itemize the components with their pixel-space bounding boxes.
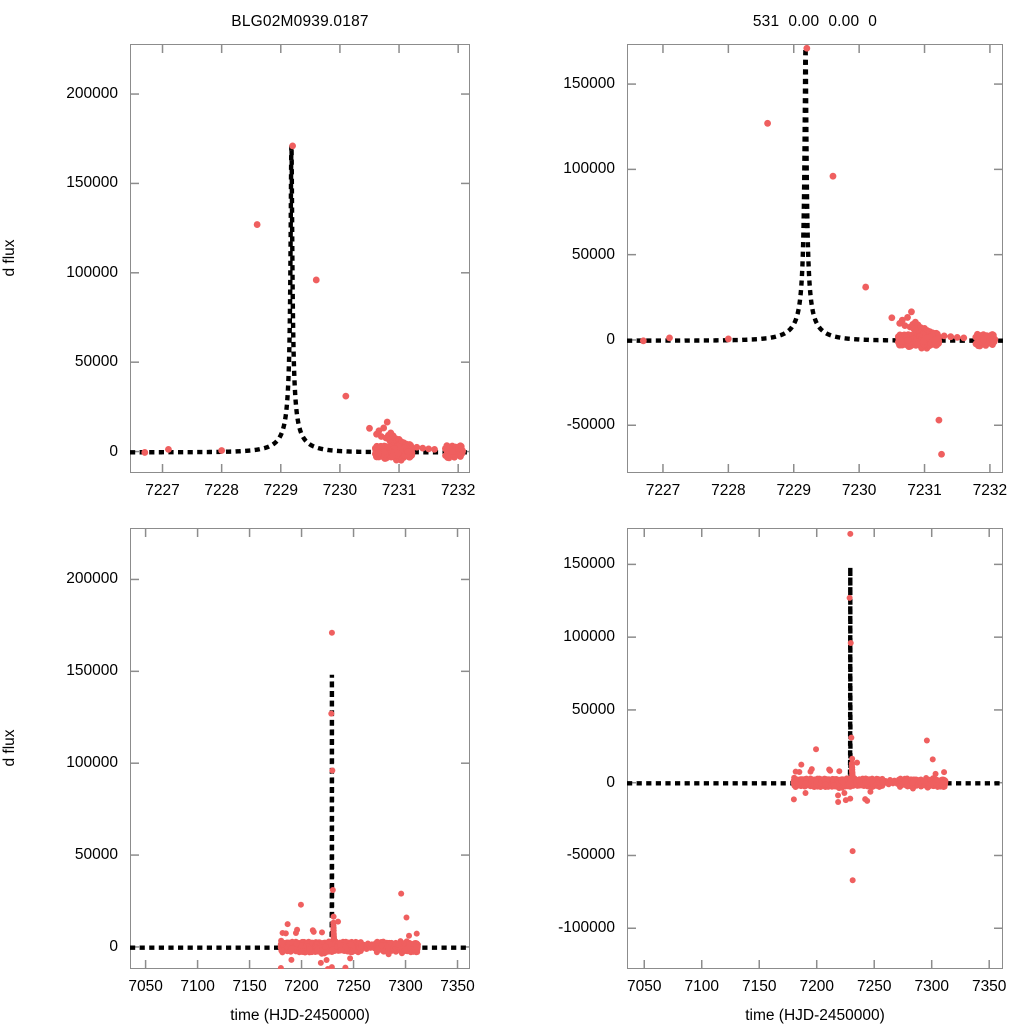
plot-panel-bottom-right	[627, 528, 1003, 969]
y-axis-title: d flux	[1, 728, 18, 767]
x-tick-label: 7230	[322, 482, 358, 499]
x-tick-label: 7229	[263, 482, 299, 499]
data-points	[790, 530, 949, 884]
x-axis-title: time (HJD-2450000)	[745, 1007, 885, 1024]
x-tick-label: 7227	[645, 482, 681, 499]
y-tick-label: 100000	[563, 628, 615, 646]
y-tick-label: 50000	[571, 245, 615, 263]
data-points	[141, 142, 467, 464]
y-tick-label: 50000	[74, 353, 118, 371]
x-tick-label: 7228	[711, 482, 746, 499]
y-tick-label: 200000	[66, 570, 118, 588]
x-tick-label: 7232	[440, 482, 476, 499]
x-tick-label: 7050	[128, 978, 163, 995]
y-tick-label: 200000	[66, 85, 118, 103]
plot-frame	[130, 44, 470, 473]
x-tick-label: 7050	[626, 978, 662, 995]
plot-area	[627, 528, 1003, 969]
tick-marks	[627, 44, 1003, 473]
x-tick-label: 7231	[907, 482, 942, 499]
x-tick-label: 7229	[776, 482, 811, 499]
plot-panel-top-left	[130, 44, 470, 473]
x-tick-label: 7227	[145, 482, 180, 499]
y-tick-label: 150000	[66, 174, 118, 192]
x-tick-label: 7350	[971, 978, 1007, 995]
x-tick-label: 7100	[684, 978, 719, 995]
y-axis-title: d flux	[1, 238, 18, 277]
y-tick-label: 0	[606, 330, 615, 348]
y-tick-label: 50000	[571, 700, 615, 718]
x-tick-label: 7250	[856, 978, 892, 995]
x-axis-title: time (HJD-2450000)	[230, 1007, 370, 1024]
x-tick-label: 7150	[232, 978, 267, 995]
x-tick-label: 7230	[841, 482, 877, 499]
x-tick-label: 7150	[741, 978, 777, 995]
plot-area	[130, 44, 470, 473]
y-tick-label: 100000	[66, 754, 118, 772]
x-tick-label: 7350	[440, 978, 475, 995]
y-tick-label: -100000	[558, 919, 615, 937]
y-tick-label: -50000	[566, 846, 615, 864]
data-points	[639, 44, 999, 458]
tick-marks	[627, 528, 1003, 969]
x-tick-label: 7200	[799, 978, 834, 995]
y-tick-label: 150000	[66, 662, 118, 680]
plot-frame	[130, 528, 470, 969]
plot-frame	[627, 44, 1003, 473]
plot-area	[130, 528, 470, 969]
panel-title-top-left: BLG02M0939.0187	[231, 13, 369, 30]
y-tick-label: 100000	[66, 263, 118, 281]
x-tick-label: 7250	[336, 978, 371, 995]
model-curve	[627, 47, 1003, 343]
y-tick-label: 50000	[74, 846, 118, 864]
x-tick-label: 7232	[972, 482, 1008, 499]
y-tick-label: 0	[109, 442, 118, 460]
y-tick-label: 100000	[563, 160, 615, 178]
y-tick-label: 150000	[563, 75, 615, 93]
x-tick-label: 7100	[180, 978, 215, 995]
model-curve	[130, 145, 470, 455]
plot-area	[627, 44, 1003, 473]
plot-panel-top-right	[627, 44, 1003, 473]
tick-marks	[130, 44, 470, 473]
plot-panel-bottom-left	[130, 528, 470, 969]
x-tick-label: 7300	[388, 978, 423, 995]
y-tick-label: -50000	[566, 416, 615, 434]
x-tick-label: 7228	[204, 482, 239, 499]
data-points	[277, 629, 421, 969]
y-tick-label: 0	[606, 773, 615, 791]
panel-title-top-right: 531 0.00 0.00 0	[752, 13, 878, 30]
x-tick-label: 7200	[284, 978, 319, 995]
x-tick-label: 7231	[381, 482, 417, 499]
y-tick-label: 150000	[563, 555, 615, 573]
x-tick-label: 7300	[914, 978, 949, 995]
y-tick-label: 0	[109, 937, 118, 955]
